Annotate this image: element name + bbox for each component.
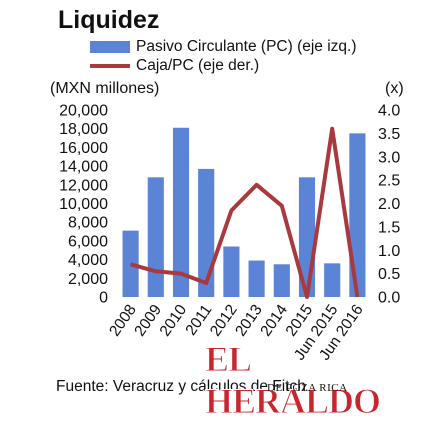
legend-swatch-bar: [90, 41, 130, 53]
bar-2011: [198, 168, 215, 297]
y-right-tick-label: 4.0: [378, 103, 400, 120]
legend-label-line: Caja/PC (eje der.): [136, 57, 260, 74]
y-left-tick-label: 0: [99, 290, 108, 307]
bar-2012: [223, 246, 240, 297]
bar-2014: [273, 264, 290, 297]
bar-2010: [172, 127, 190, 297]
y-left-tick-label: 4,000: [68, 252, 108, 269]
bar-jun-2016: [349, 133, 366, 297]
bar-2009: [147, 177, 164, 297]
y-right-tick-label: 0.5: [378, 266, 400, 283]
watermark-main: EL HERALDO: [205, 339, 382, 422]
x-tick-label: 2008: [106, 302, 140, 340]
legend-item-line: Caja/PC (eje der.): [90, 57, 259, 75]
line-caja-pc: [130, 126, 360, 299]
y-right-tick-label: 1.0: [378, 243, 400, 260]
y-left-tick-label: 12,000: [59, 177, 108, 194]
y-left-tick-label: 16,000: [59, 140, 108, 157]
y-left-tick-label: 18,000: [59, 121, 108, 138]
y-right-tick-label: 3.5: [378, 126, 400, 143]
x-tick-label: 2014: [257, 301, 291, 339]
bar-2013: [248, 260, 265, 297]
x-tick-label: 2009: [131, 302, 165, 340]
legend-swatch-line: [90, 64, 130, 68]
bar-jun-2015: [324, 263, 341, 297]
chart-title: Liquidez: [58, 6, 160, 34]
legend-item-bars: Pasivo Circulante (PC) (eje izq.): [90, 38, 357, 56]
watermark-logo: EL HERALDO DE POZA RICA: [205, 338, 420, 422]
x-tick-label: 2012: [207, 302, 241, 340]
y-left-tick-label: 8,000: [68, 215, 108, 232]
y-right-tick-label: 3.0: [378, 149, 400, 166]
y-left-tick-label: 2,000: [68, 271, 108, 288]
watermark-sub: DE POZA RICA: [267, 382, 348, 394]
y-left-tick-label: 6,000: [68, 233, 108, 250]
x-tick-label: 2010: [157, 301, 191, 339]
right-axis-unit: (x): [385, 80, 404, 97]
y-left-tick-label: 10,000: [59, 196, 108, 213]
y-right-tick-label: 0.0: [378, 290, 400, 307]
left-axis-unit: (MXN millones): [50, 80, 160, 97]
legend-label-bars: Pasivo Circulante (PC) (eje izq.): [136, 38, 357, 55]
y-left-tick-label: 14,000: [59, 159, 108, 176]
y-right-tick-label: 1.5: [378, 219, 400, 236]
bar-2008: [122, 230, 139, 297]
y-left-tick-label: 20,000: [59, 103, 108, 120]
source-note: Fuente: Veracruz y cálculos de Fitch.: [56, 378, 311, 395]
y-right-tick-label: 2.5: [378, 173, 400, 190]
y-right-tick-label: 2.0: [378, 196, 400, 213]
x-tick-label: 2013: [232, 302, 266, 340]
